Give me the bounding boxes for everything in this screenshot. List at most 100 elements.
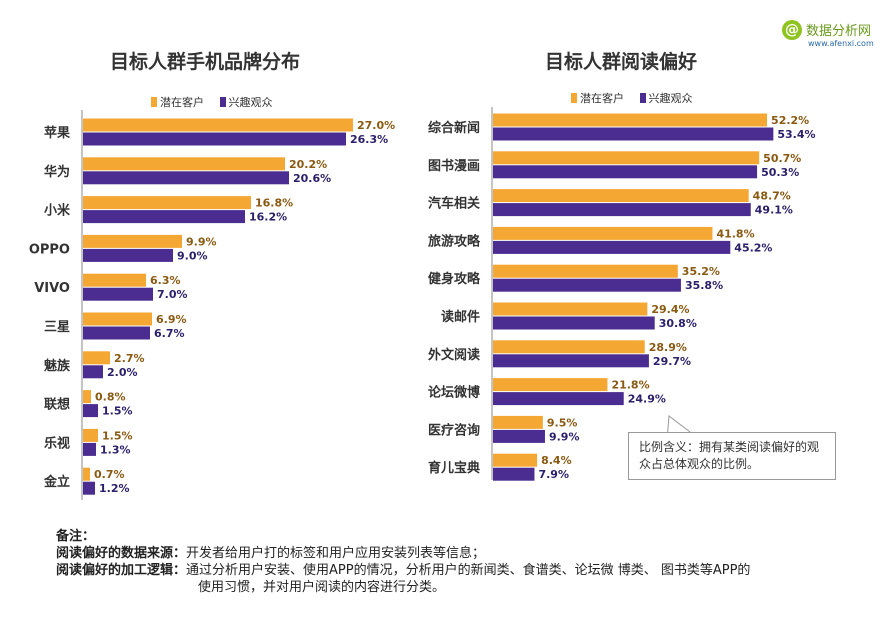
data-label: 1.2% <box>99 482 130 495</box>
annotation-note: 比例含义：拥有某类阅读偏好的观众占总体观众的比例。 <box>628 432 836 480</box>
data-label: 0.7% <box>94 468 125 481</box>
bar-series1 <box>493 151 760 165</box>
data-label: 48.7% <box>753 190 791 203</box>
footnote-key: 阅读偏好的数据来源： <box>56 546 187 561</box>
legend-swatch-series2 <box>219 97 226 107</box>
data-label: 50.7% <box>763 152 801 165</box>
logo-at-icon: @ <box>782 20 802 40</box>
category-label: 魅族 <box>44 358 71 374</box>
data-label: 35.2% <box>682 265 720 278</box>
data-label: 29.4% <box>651 303 689 316</box>
data-label: 45.2% <box>734 241 772 254</box>
category-label: 图书漫画 <box>428 158 480 174</box>
bar-series2 <box>493 165 758 179</box>
bar-series2 <box>83 326 150 340</box>
category-label: 健身攻略 <box>428 271 481 287</box>
footnote-text: 使用习惯，并对用户阅读的内容进行分类。 <box>198 580 446 595</box>
data-label: 0.8% <box>95 391 126 404</box>
bar-series1 <box>493 226 713 240</box>
data-label: 28.9% <box>649 341 687 354</box>
category-label: 旅游攻略 <box>428 233 481 249</box>
data-label: 30.8% <box>659 317 697 330</box>
brand-logo: @ 数据分析网 www.afenxi.com <box>782 18 890 52</box>
bar-series1 <box>493 415 543 429</box>
category-label: 读邮件 <box>441 309 480 325</box>
bar-series1 <box>493 302 648 316</box>
bar-series1 <box>493 264 678 278</box>
data-label: 24.9% <box>628 393 666 406</box>
legend-item-series2: 兴趣观众 <box>639 92 693 105</box>
category-label: 育儿宝典 <box>428 460 480 476</box>
data-label: 2.0% <box>107 366 138 379</box>
bar-series1 <box>83 196 251 210</box>
category-label: 论坛微博 <box>428 385 480 401</box>
bar-series1 <box>83 428 98 442</box>
bar-series2 <box>493 316 655 330</box>
data-label: 20.2% <box>289 158 327 171</box>
category-label: 医疗咨询 <box>428 422 480 438</box>
category-label: 汽车相关 <box>428 196 480 212</box>
data-label: 6.3% <box>150 274 181 287</box>
footnote-text: 通过分析用户安装、使用APP的情况，分析用户的新闻类、食谱类、论坛微 博类、 图… <box>186 563 751 578</box>
legend-item-series2: 兴趣观众 <box>219 96 273 109</box>
data-label: 29.7% <box>653 355 691 368</box>
bar-series1 <box>83 351 110 365</box>
footnote-row: 阅读偏好的数据来源：开发者给用户打的标签和用户应用安装列表等信息； <box>56 545 750 562</box>
bar-series1 <box>83 157 285 171</box>
bar-series1 <box>83 234 182 248</box>
data-label: 16.8% <box>255 197 293 210</box>
category-label: 综合新闻 <box>428 120 480 136</box>
bar-series1 <box>83 273 146 287</box>
category-label: 华为 <box>44 164 70 180</box>
data-label: 9.9% <box>186 235 217 248</box>
legend-item-series1: 潜在客户 <box>571 92 624 105</box>
legend-swatch-series1 <box>571 93 577 103</box>
category-label: 外文阅读 <box>427 347 480 363</box>
data-label: 6.9% <box>156 313 187 326</box>
bar-series2 <box>83 287 153 301</box>
data-label: 7.0% <box>157 288 188 301</box>
data-label: 53.4% <box>777 128 815 141</box>
data-label: 21.8% <box>611 379 649 392</box>
data-label: 1.3% <box>100 443 131 456</box>
data-label: 35.8% <box>685 279 723 292</box>
data-label: 27.0% <box>357 119 395 132</box>
bar-series1 <box>493 189 749 203</box>
bar-series2 <box>83 404 98 418</box>
legend-swatch-series2 <box>639 93 646 103</box>
bar-series2 <box>493 392 624 406</box>
legend-label-series1: 潜在客户 <box>580 92 624 105</box>
data-label: 9.0% <box>177 249 208 262</box>
bar-series1 <box>493 378 608 392</box>
legend-item-series1: 潜在客户 <box>151 96 204 109</box>
category-label: 苹果 <box>44 125 70 141</box>
category-label: OPPO <box>29 242 70 257</box>
legend-reading-preference: 潜在客户 兴趣观众 <box>571 90 705 106</box>
bar-series1 <box>83 118 353 132</box>
category-label: 金立 <box>43 474 70 490</box>
legend-label-series2: 兴趣观众 <box>648 92 693 105</box>
bar-series2 <box>83 442 96 456</box>
legend-phone-brands: 潜在客户 兴趣观众 <box>151 94 285 110</box>
bar-series2 <box>493 467 535 481</box>
footnote-row: 阅读偏好的加工逻辑：通过分析用户安装、使用APP的情况，分析用户的新闻类、食谱类… <box>56 562 750 579</box>
logo-url: www.afenxi.com <box>808 39 874 48</box>
bar-series2 <box>83 481 95 495</box>
legend-label-series2: 兴趣观众 <box>228 96 273 109</box>
data-label: 20.6% <box>293 172 331 185</box>
bar-series2 <box>83 132 346 146</box>
data-label: 6.7% <box>154 327 185 340</box>
footnote-text: 开发者给用户打的标签和用户应用安装列表等信息； <box>186 546 486 561</box>
data-label: 9.5% <box>547 416 578 429</box>
bar-series1 <box>83 390 91 404</box>
footnote-key: 阅读偏好的加工逻辑： <box>56 563 187 578</box>
logo-text: 数据分析网 <box>806 24 872 39</box>
data-label: 7.9% <box>538 468 569 481</box>
bar-series2 <box>493 127 774 141</box>
data-label: 16.2% <box>249 211 287 224</box>
legend-label-series1: 潜在客户 <box>160 96 204 109</box>
bar-series1 <box>83 312 152 326</box>
bar-series2 <box>83 248 173 262</box>
bar-series2 <box>83 365 103 379</box>
